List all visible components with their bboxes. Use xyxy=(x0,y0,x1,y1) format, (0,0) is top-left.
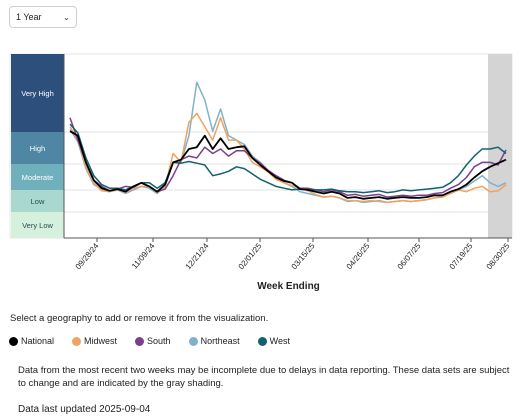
x-tick-label: 06/07/25 xyxy=(396,241,423,271)
level-band xyxy=(11,164,64,190)
select-geography-note: Select a geography to add or remove it f… xyxy=(10,313,269,324)
incomplete-data-shading xyxy=(488,54,512,238)
level-label: Very Low xyxy=(22,221,53,230)
legend-label: National xyxy=(21,336,55,346)
legend-item-northeast[interactable]: Northeast xyxy=(188,336,240,346)
legend-dot-icon xyxy=(9,336,18,346)
range-dropdown[interactable]: 1 Year ⌄ xyxy=(9,6,77,28)
legend-label: Midwest xyxy=(84,336,118,346)
line-chart: Very High High Moderate Low Very Low 09/28/24… xyxy=(9,53,513,271)
x-tick-label: 08/30/25 xyxy=(485,241,512,271)
level-label: Moderate xyxy=(22,173,54,182)
level-label: Low xyxy=(31,197,45,206)
x-tick-label: 02/01/25 xyxy=(237,241,264,271)
x-tick-label: 03/15/25 xyxy=(290,241,317,271)
x-axis-title: Week Ending xyxy=(257,281,320,292)
x-tick-label: 11/09/24 xyxy=(130,241,157,271)
last-updated: Data last updated 2025-09-04 xyxy=(18,404,151,415)
legend-item-south[interactable]: South xyxy=(135,336,171,346)
legend-label: West xyxy=(269,336,290,346)
range-dropdown-value: 1 Year xyxy=(16,12,42,22)
series-line-midwest xyxy=(69,112,507,204)
level-band xyxy=(11,54,64,132)
x-tick-label: 04/26/25 xyxy=(345,241,372,271)
level-band xyxy=(11,212,64,238)
chevron-down-icon: ⌄ xyxy=(63,12,70,22)
data-delay-note: Data from the most recent two weeks may … xyxy=(18,365,510,389)
legend-label: South xyxy=(147,336,171,346)
legend-item-midwest[interactable]: Midwest xyxy=(72,336,117,346)
legend-item-national[interactable]: National xyxy=(9,336,54,346)
legend: National Midwest South Northeast West xyxy=(9,336,290,346)
level-band xyxy=(11,190,64,212)
legend-item-west[interactable]: West xyxy=(257,336,290,346)
legend-dot-icon xyxy=(257,336,267,346)
series-line-national xyxy=(69,130,507,200)
level-label: Very High xyxy=(21,89,54,98)
x-tick-label: 07/19/25 xyxy=(448,241,475,271)
level-label: High xyxy=(30,144,45,153)
level-band xyxy=(11,132,64,164)
x-tick-label: 12/21/24 xyxy=(184,241,211,271)
legend-dot-icon xyxy=(135,336,145,346)
legend-label: Northeast xyxy=(200,336,240,346)
legend-dot-icon xyxy=(188,336,198,346)
legend-dot-icon xyxy=(72,336,82,346)
chart-frame xyxy=(9,53,513,239)
x-tick-label: 09/28/24 xyxy=(74,241,101,271)
